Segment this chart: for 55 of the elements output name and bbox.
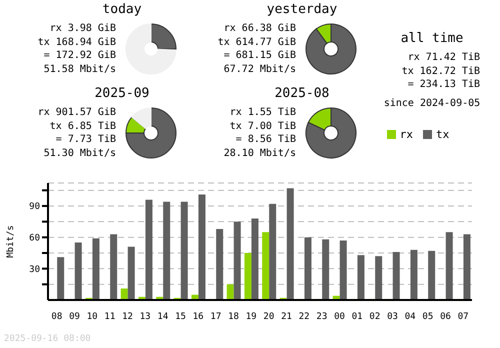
text: = 172.92 GiB [42,49,116,62]
x-tick-label: 08 [51,312,62,322]
text: tx 7.00 TiB [228,120,296,133]
x-tick-label: 19 [246,312,257,322]
x-tick-label: 04 [404,312,416,322]
x-tick-label: 23 [316,312,328,322]
x-tick-label: 11 [104,312,116,322]
chart-title: yesterday [266,2,338,17]
x-tick-label: 07 [458,312,469,322]
x-tick-label: 15 [175,312,186,322]
text: 51.58 Mbit/s [42,62,116,76]
text: 67.72 Mbit/s [222,62,296,76]
chart-title: today [101,2,143,17]
x-tick-label: 06 [440,312,451,322]
text: rx 71.42 TiB [406,51,480,64]
x-tick-label: 10 [86,312,98,322]
x-tick-label: 14 [157,312,168,322]
x-tick-label: 03 [387,312,398,322]
chart-title: 2025-09 [94,86,150,101]
x-tick-label: 16 [192,312,204,322]
x-tick-label: 12 [122,312,133,322]
text: since 2024-09-05 [382,98,482,108]
text: rx 66.38 GiB [222,22,296,36]
x-tick-label: 00 [334,312,345,322]
text: = 681.15 GiB [222,49,296,62]
text: tx 162.72 TiB [400,64,480,78]
x-tick-label: 22 [298,312,310,322]
text: tx 614.77 GiB [216,36,296,49]
text: 51.30 Mbit/s [42,146,116,160]
x-tick-label: 02 [369,312,380,322]
y-tick-label: 30 [29,264,40,275]
text: tx 168.94 GiB [36,36,116,49]
y-tick-label: 60 [29,234,40,244]
x-tick-label: 05 [422,312,434,322]
text: rx 901.57 GiB [36,106,116,120]
y-tick-label: 90 [29,202,40,212]
text: rx 3.98 GiB [48,22,116,36]
x-tick-label: 17 [210,312,222,322]
text: = 8.56 TiB [234,133,296,146]
x-tick-label: 01 [352,312,363,322]
x-tick-label: 18 [228,312,239,322]
text: 28.10 Mbit/s [222,146,296,160]
y-axis-title: Mbit/s [6,225,16,258]
legend-label: tx [436,128,450,141]
text: = 7.73 TiB [54,133,116,146]
text: = 234.13 TiB [406,78,480,92]
text: all time [400,31,464,46]
x-tick-label: 20 [263,312,274,322]
legend-label: rx [400,128,413,141]
x-tick-label: 13 [140,312,151,322]
text: tx 6.85 TiB [48,120,116,133]
x-tick-label: 09 [69,312,80,322]
text: rx 1.55 TiB [228,106,296,120]
chart-title: 2025-08 [274,86,330,101]
x-tick-label: 21 [281,312,292,322]
